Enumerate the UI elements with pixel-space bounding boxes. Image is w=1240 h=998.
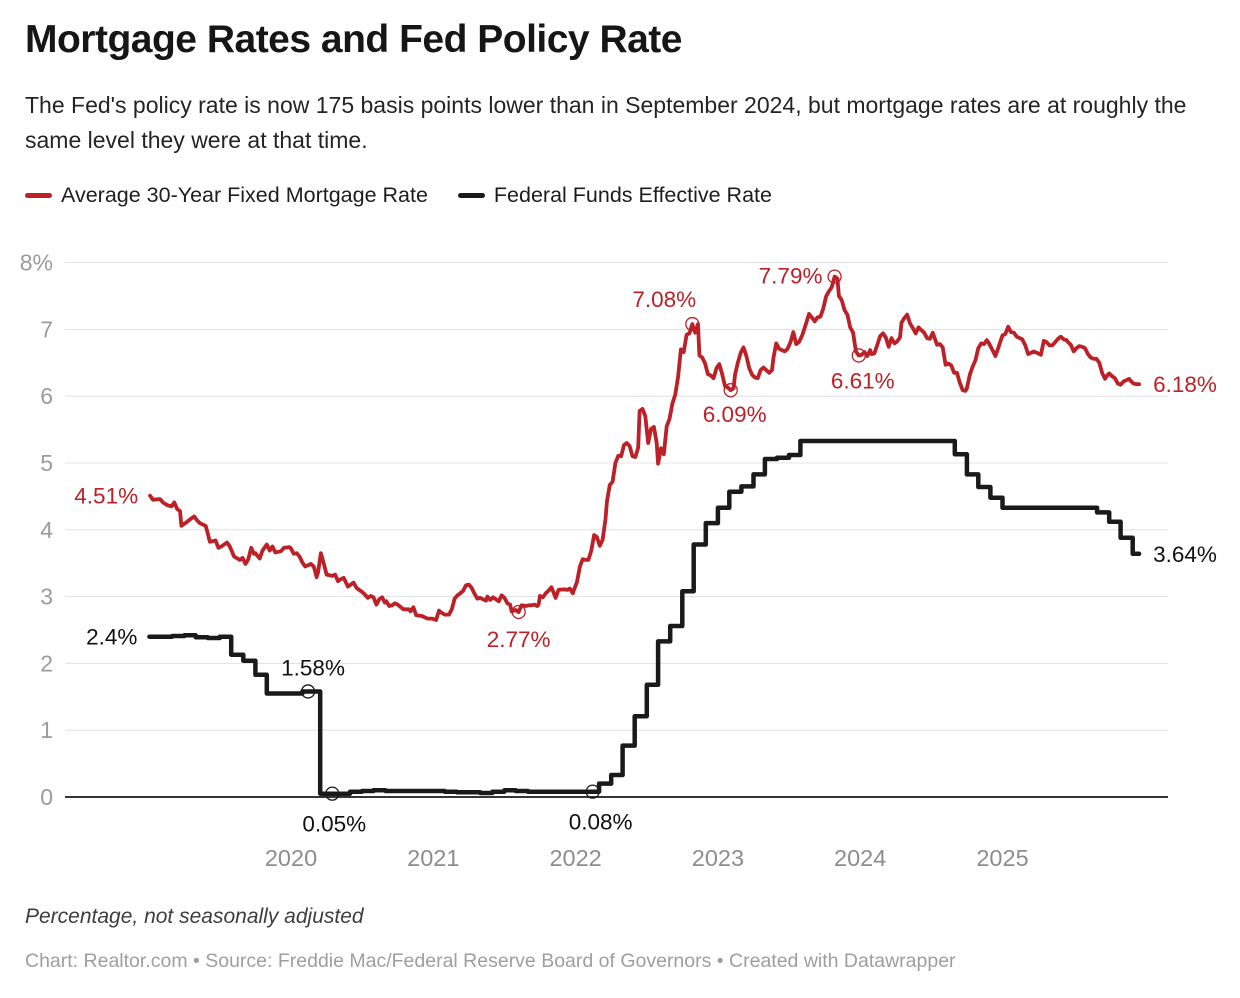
- y-tick-label: 2: [40, 650, 53, 676]
- point-marker-icon: [325, 786, 340, 801]
- value-annotation: 2.4%: [86, 625, 137, 650]
- y-tick-label: 7: [40, 316, 53, 342]
- point-marker-icon: [300, 684, 316, 699]
- value-annotation: 7.79%: [759, 264, 823, 289]
- y-tick-label: 4: [40, 517, 53, 543]
- legend-swatch-icon: [25, 193, 52, 198]
- legend-label: Average 30-Year Fixed Mortgage Rate: [61, 183, 428, 207]
- legend-item: Average 30-Year Fixed Mortgage Rate: [25, 183, 428, 208]
- source-attribution: Chart: Realtor.com • Source: Freddie Mac…: [25, 950, 956, 972]
- x-tick-label: 2023: [692, 845, 744, 871]
- value-annotation: 6.61%: [831, 368, 895, 393]
- point-marker-icon: [511, 604, 526, 620]
- value-annotation: 7.08%: [632, 287, 696, 312]
- y-tick-label: 0: [40, 784, 53, 810]
- value-annotation: 6.09%: [703, 402, 767, 427]
- mortgage-rate-line: [148, 274, 1141, 622]
- value-annotation: 3.64%: [1153, 542, 1217, 567]
- x-tick-label: 2024: [834, 845, 886, 871]
- x-tick-label: 2022: [549, 845, 601, 871]
- chart-area: 0 1 2 3 4 5 6 7 8% 2020 2021 2022 2023 2024 2025 4.51% 2…: [0, 240, 1240, 890]
- value-annotation: 2.77%: [487, 627, 551, 652]
- point-marker-icon: [685, 316, 700, 332]
- value-annotation: 0.05%: [302, 812, 366, 837]
- point-marker-icon: [585, 784, 600, 799]
- y-tick-label: 3: [40, 584, 53, 610]
- point-marker-icon: [723, 383, 738, 398]
- line-chart: 0 1 2 3 4 5 6 7 8% 2020 2021 2022 2023 2024 2025 4.51% 2…: [20, 250, 1217, 871]
- legend-label: Federal Funds Effective Rate: [493, 183, 772, 207]
- legend-item: Federal Funds Effective Rate: [457, 183, 772, 208]
- x-tick-label: 2020: [265, 845, 317, 871]
- value-annotation: 0.08%: [569, 810, 633, 835]
- value-annotation: 1.58%: [281, 655, 345, 680]
- point-marker-icon: [851, 348, 866, 363]
- axis-unit-note: Percentage, not seasonally adjusted: [25, 905, 364, 928]
- legend-swatch-icon: [457, 193, 485, 198]
- x-tick-label: 2021: [407, 845, 459, 871]
- y-tick-label: 6: [40, 383, 53, 409]
- value-annotation: 6.18%: [1153, 372, 1217, 397]
- fed-funds-line: [147, 438, 1142, 796]
- value-annotation: 4.51%: [74, 484, 138, 509]
- legend: Average 30-Year Fixed Mortgage Rate Feder…: [25, 183, 772, 208]
- page-title: Mortgage Rates and Fed Policy Rate: [25, 18, 683, 61]
- point-marker-icon: [827, 269, 842, 284]
- y-tick-label: 8%: [20, 250, 53, 276]
- x-tick-label: 2025: [976, 845, 1028, 871]
- page-subtitle: The Fed's policy rate is now 175 basis p…: [25, 92, 1187, 153]
- y-tick-label: 1: [40, 717, 53, 743]
- y-tick-label: 5: [40, 450, 53, 476]
